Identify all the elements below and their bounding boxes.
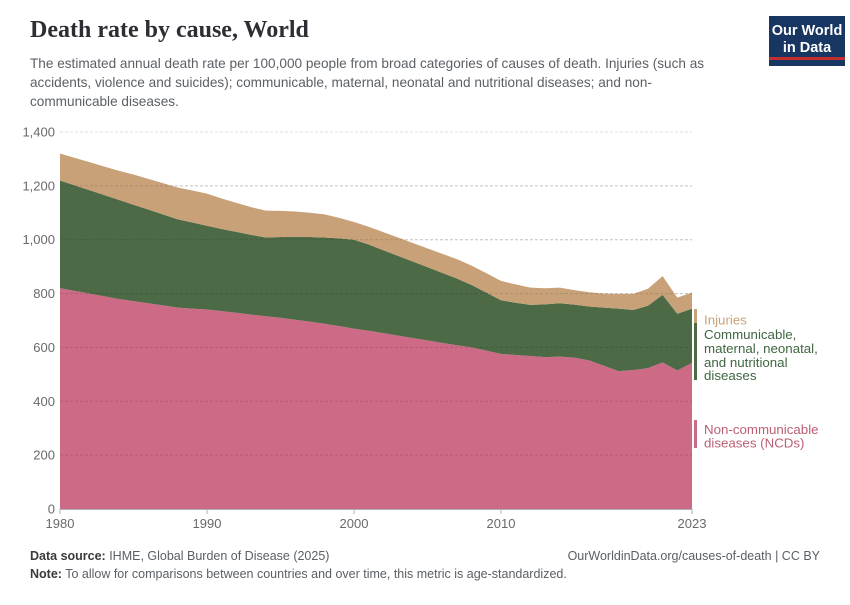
svg-text:2023: 2023 — [678, 516, 707, 531]
svg-text:800: 800 — [33, 286, 55, 301]
svg-text:200: 200 — [33, 448, 55, 463]
svg-text:1980: 1980 — [46, 516, 75, 531]
svg-text:400: 400 — [33, 394, 55, 409]
svg-text:0: 0 — [48, 502, 55, 517]
svg-text:600: 600 — [33, 340, 55, 355]
svg-text:diseases: diseases — [704, 368, 757, 383]
svg-text:Communicable,: Communicable, — [704, 327, 796, 342]
svg-text:1990: 1990 — [193, 516, 222, 531]
svg-text:2010: 2010 — [487, 516, 516, 531]
svg-text:Injuries: Injuries — [704, 313, 747, 328]
svg-text:maternal, neonatal,: maternal, neonatal, — [704, 341, 818, 356]
svg-text:diseases (NCDs): diseases (NCDs) — [704, 436, 805, 451]
svg-text:1,400: 1,400 — [22, 125, 55, 140]
svg-text:2000: 2000 — [340, 516, 369, 531]
svg-text:1,200: 1,200 — [22, 178, 55, 193]
svg-text:1,000: 1,000 — [22, 232, 55, 247]
